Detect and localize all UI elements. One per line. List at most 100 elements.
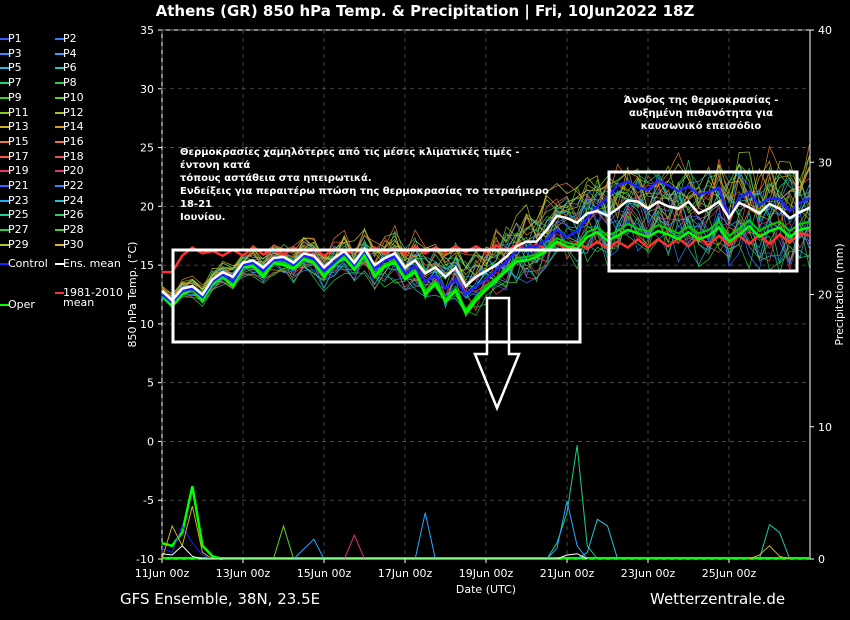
y2-tick-label: 0 bbox=[818, 553, 825, 566]
legend-swatch bbox=[0, 304, 9, 306]
annotation-heat-line-2: αυξημένη πιθανότητα για bbox=[628, 108, 774, 119]
x-tick-label: 23Jun 00z bbox=[621, 567, 676, 580]
legend-label: P10 bbox=[63, 90, 84, 104]
legend-swatch bbox=[0, 243, 9, 246]
precip-line bbox=[263, 524, 295, 560]
legend-label: Ens. mean bbox=[63, 257, 121, 270]
y-tick-label: 25 bbox=[140, 142, 154, 155]
legend-label: P12 bbox=[63, 105, 84, 119]
site-credit: Wetterzentrale.de bbox=[650, 590, 786, 608]
legend-label: P21 bbox=[8, 179, 29, 192]
precip-line bbox=[161, 505, 213, 560]
legend-swatch bbox=[55, 243, 64, 246]
y2-tick-label: 40 bbox=[818, 24, 832, 37]
legend-label: P7 bbox=[8, 76, 22, 90]
y-tick-label: 35 bbox=[140, 24, 154, 37]
legend-label: P11 bbox=[8, 105, 29, 119]
precip-line bbox=[334, 533, 365, 560]
annotation-cold-line-4: Ιουνίου. bbox=[180, 212, 226, 223]
y-tick-label: -5 bbox=[143, 494, 154, 507]
legend-label: P24 bbox=[63, 193, 84, 207]
legend-swatch bbox=[55, 96, 64, 99]
y-tick-label: 20 bbox=[140, 200, 154, 213]
ensemble-member-line bbox=[161, 160, 811, 297]
y2-tick-label: 10 bbox=[818, 421, 832, 434]
y2-axis-label: Precipitation (mm) bbox=[833, 243, 846, 345]
y-tick-label: 0 bbox=[147, 435, 154, 448]
legend-swatch bbox=[0, 229, 9, 232]
legend-swatch bbox=[55, 229, 64, 232]
legend-swatch bbox=[0, 82, 9, 85]
x-tick-label: 13Jun 00z bbox=[216, 567, 271, 580]
legend-swatch bbox=[0, 263, 9, 265]
annotation-box-heat bbox=[607, 170, 799, 273]
legend-label: P19 bbox=[8, 164, 29, 178]
legend-swatch bbox=[55, 199, 64, 202]
ensemble-member-line bbox=[161, 211, 811, 316]
legend-label: P6 bbox=[63, 61, 77, 75]
y-tick-label: 30 bbox=[140, 83, 154, 96]
y-axis-label: 850 hPa Temp. (°C) bbox=[126, 242, 139, 348]
legend-swatch bbox=[0, 111, 9, 114]
legend-swatch bbox=[55, 38, 64, 40]
legend-label: Oper bbox=[8, 298, 35, 311]
legend-label: P17 bbox=[8, 149, 29, 163]
legend-swatch bbox=[0, 67, 9, 70]
series-line bbox=[161, 199, 811, 303]
annotation-heat-line-1: Άνοδος της θερμοκρασίας - bbox=[623, 95, 779, 106]
precip-line bbox=[758, 523, 791, 560]
legend-label: P14 bbox=[63, 120, 84, 134]
precip-line bbox=[161, 524, 213, 560]
legend-label: P1 bbox=[8, 32, 22, 45]
x-tick-label: 11Jun 00z bbox=[135, 567, 190, 580]
x-axis-label: Date (UTC) bbox=[456, 583, 516, 596]
legend-label: P20 bbox=[63, 164, 84, 178]
annotation-box-cold bbox=[171, 248, 582, 344]
y2-tick-label: 20 bbox=[818, 289, 832, 302]
series-line bbox=[161, 224, 811, 316]
legend-label: P2 bbox=[63, 32, 77, 45]
annotation-cold-line-3: Ενδείξεις για περαιτέρω πτώση της θερμοκ… bbox=[180, 186, 549, 210]
precip-line bbox=[749, 545, 790, 560]
legend-label: 1981-2010 bbox=[63, 286, 123, 299]
precip-line bbox=[576, 518, 619, 560]
x-tick-label: 17Jun 00z bbox=[378, 567, 433, 580]
legend-swatch bbox=[0, 38, 9, 40]
legend-label: P26 bbox=[63, 208, 84, 222]
legend-label: P5 bbox=[8, 61, 22, 75]
legend-label: P4 bbox=[63, 46, 77, 60]
legend-label: P3 bbox=[8, 46, 22, 60]
legend-swatch bbox=[0, 96, 9, 99]
legend-label: P15 bbox=[8, 134, 29, 148]
legend-swatch bbox=[0, 170, 9, 173]
x-tick-label: 25Jun 00z bbox=[702, 567, 757, 580]
precip-line bbox=[546, 445, 598, 560]
annotation-heat: Άνοδος της θερμοκρασίας - αυξημένη πιθαν… bbox=[606, 94, 796, 133]
chart-title: Athens (GR) 850 hPa Temp. & Precipitatio… bbox=[155, 2, 695, 20]
precip-line bbox=[161, 485, 224, 561]
y-tick-label: 15 bbox=[140, 259, 154, 272]
legend-swatch bbox=[0, 155, 9, 158]
model-info: GFS Ensemble, 38N, 23.5E bbox=[120, 590, 321, 608]
precip-line bbox=[546, 500, 588, 560]
legend-label: P13 bbox=[8, 120, 29, 134]
legend-label: P9 bbox=[8, 90, 22, 104]
legend-swatch bbox=[55, 170, 64, 173]
annotation-heat-line-3: καυσωνικό επεισόδιο bbox=[640, 121, 762, 132]
x-tick-label: 15Jun 00z bbox=[297, 567, 352, 580]
legend-swatch bbox=[0, 214, 9, 217]
legend-label: P25 bbox=[8, 208, 29, 222]
y-tick-label: 10 bbox=[140, 318, 154, 331]
precip-line bbox=[161, 545, 588, 560]
series-line bbox=[161, 178, 811, 305]
legend-swatch bbox=[55, 155, 64, 158]
legend-swatch bbox=[0, 140, 9, 143]
legend-label: P8 bbox=[63, 76, 77, 90]
legend-swatch bbox=[0, 126, 9, 129]
annotation-cold-line-2: τόπους αστάθεια στα ηπειρωτικά. bbox=[180, 173, 372, 184]
y-tick-label: 5 bbox=[147, 377, 154, 390]
legend-swatch bbox=[55, 292, 64, 294]
legend-swatch bbox=[0, 199, 9, 202]
x-tick-label: 19Jun 00z bbox=[459, 567, 514, 580]
legend-swatch bbox=[55, 185, 64, 187]
